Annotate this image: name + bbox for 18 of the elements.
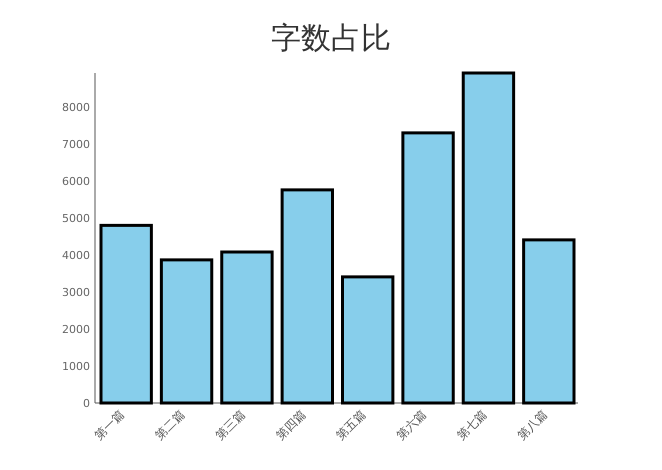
y-tick-label: 4000 <box>62 249 90 262</box>
y-tick-label: 0 <box>83 397 90 410</box>
x-tick-label: 第一篇 <box>92 407 128 443</box>
x-tick-label: 第三篇 <box>212 407 248 443</box>
x-tick-label: 第四篇 <box>273 407 308 443</box>
y-tick-label: 8000 <box>62 101 90 114</box>
y-tick-label: 7000 <box>62 138 90 152</box>
x-tick-label: 第七篇 <box>454 407 490 443</box>
y-tick-label: 3000 <box>62 286 90 300</box>
y-tick-label: 5000 <box>62 212 90 226</box>
x-tick-label: 第八篇 <box>514 407 550 443</box>
chart-title: 字数占比 <box>271 21 391 56</box>
y-tick-label: 1000 <box>62 360 90 374</box>
x-tick-label: 第二篇 <box>152 407 188 443</box>
y-tick-label: 2000 <box>62 323 90 336</box>
y-tick-label: 6000 <box>62 175 90 188</box>
x-tick-label: 第六篇 <box>394 407 430 443</box>
x-tick-label: 第五篇 <box>333 407 369 443</box>
